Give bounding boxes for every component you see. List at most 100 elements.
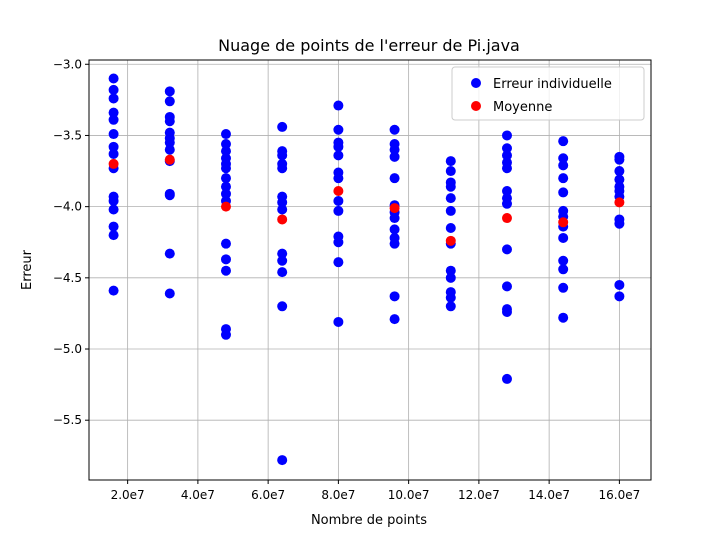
individual-error-point [220,163,231,174]
data-points [108,73,625,466]
legend-label-erreur-individuelle: Erreur individuelle [493,77,612,92]
individual-error-point [558,187,569,198]
individual-error-point [501,373,512,384]
individual-error-point [277,455,288,466]
individual-error-point [614,218,625,229]
x-tick-label: 16.0e7 [599,488,641,502]
individual-error-point [108,141,119,152]
y-tick-label: −3.5 [53,128,82,142]
legend-marker-erreur-individuelle [471,78,481,88]
x-tick-label: 12.0e7 [458,488,500,502]
individual-error-point [108,84,119,95]
individual-error-point [108,129,119,140]
individual-error-point [164,96,175,107]
individual-error-point [558,232,569,243]
x-tick-label: 10.0e7 [388,488,430,502]
individual-error-point [501,307,512,317]
mean-point [333,185,344,196]
legend-label-moyenne: Moyenne [493,100,552,115]
individual-error-point [220,329,231,340]
mean-point [501,213,512,224]
individual-error-point [558,282,569,293]
individual-error-point [501,130,512,141]
individual-error-point [333,195,344,206]
individual-error-point [220,139,231,149]
individual-error-point [558,264,569,275]
individual-error-point [445,301,456,312]
y-axis-ticks: −3.0 −3.5 −4.0 −4.5 −5.0 −5.5 [53,57,89,427]
mean-point [164,154,175,165]
individual-error-point [220,188,231,199]
individual-error-point [108,221,119,232]
x-axis-label: Nombre de points [311,513,427,528]
individual-error-point [333,100,344,111]
x-axis-ticks: 2.0e7 4.0e7 6.0e7 8.0e7 10.0e7 12.0e7 14.0e7 16… [111,480,641,502]
individual-error-point [614,291,625,302]
y-tick-label: −4.5 [53,271,82,285]
individual-error-point [333,257,344,268]
grid-lines [89,60,651,480]
individual-error-point [614,154,625,165]
mean-point [389,203,400,214]
y-axis-label: Erreur [20,249,35,290]
individual-error-point [277,150,288,161]
x-tick-label: 4.0e7 [181,488,215,502]
legend-marker-moyenne [471,101,481,111]
individual-error-point [108,107,119,118]
individual-error-point [277,204,288,215]
individual-error-point [333,237,344,248]
plot-area-frame [88,59,652,481]
individual-error-point [558,136,569,147]
legend-box [451,66,645,121]
y-tick-label: −5.5 [53,413,82,427]
individual-error-point [220,146,231,157]
mean-point [445,235,456,246]
y-tick-label: −5.0 [53,342,82,356]
individual-error-point [501,198,512,209]
individual-error-point [108,195,119,206]
individual-error-point [333,316,344,327]
legend: Erreur individuelle Moyenne [451,66,645,121]
individual-error-point [220,181,231,192]
individual-error-point [614,174,625,185]
individual-error-point [445,265,456,276]
individual-error-point [164,190,175,201]
individual-error-point [389,173,400,184]
individual-error-point [333,205,344,216]
individual-error-point [445,205,456,216]
individual-error-point [220,254,231,265]
individual-error-point [277,197,288,208]
x-tick-label: 2.0e7 [111,488,145,502]
individual-error-point [108,114,119,125]
individual-error-point [558,173,569,184]
individual-error-point [445,272,456,283]
x-tick-label: 14.0e7 [528,488,570,502]
mean-point [220,201,231,212]
mean-point [108,158,119,169]
individual-error-point [558,312,569,323]
individual-error-point [558,160,569,171]
individual-error-point [445,166,456,177]
individual-error-point [389,238,400,249]
individual-error-point [108,73,119,84]
individual-error-point [389,124,400,135]
individual-error-point [558,255,569,266]
mean-point [277,214,288,225]
individual-error-point [277,255,288,266]
individual-error-point [614,279,625,290]
x-tick-label: 8.0e7 [321,488,355,502]
individual-error-point [333,124,344,135]
individual-error-point [108,230,119,241]
x-tick-label: 6.0e7 [251,488,285,502]
individual-error-point [389,144,400,155]
individual-error-point [108,148,119,159]
individual-error-point [108,285,119,296]
individual-error-point [333,141,344,152]
individual-error-point [164,137,175,148]
individual-error-point [333,150,344,161]
individual-error-point [445,223,456,233]
individual-error-point [389,314,400,325]
mean-point [558,217,569,228]
individual-error-point [501,143,512,154]
